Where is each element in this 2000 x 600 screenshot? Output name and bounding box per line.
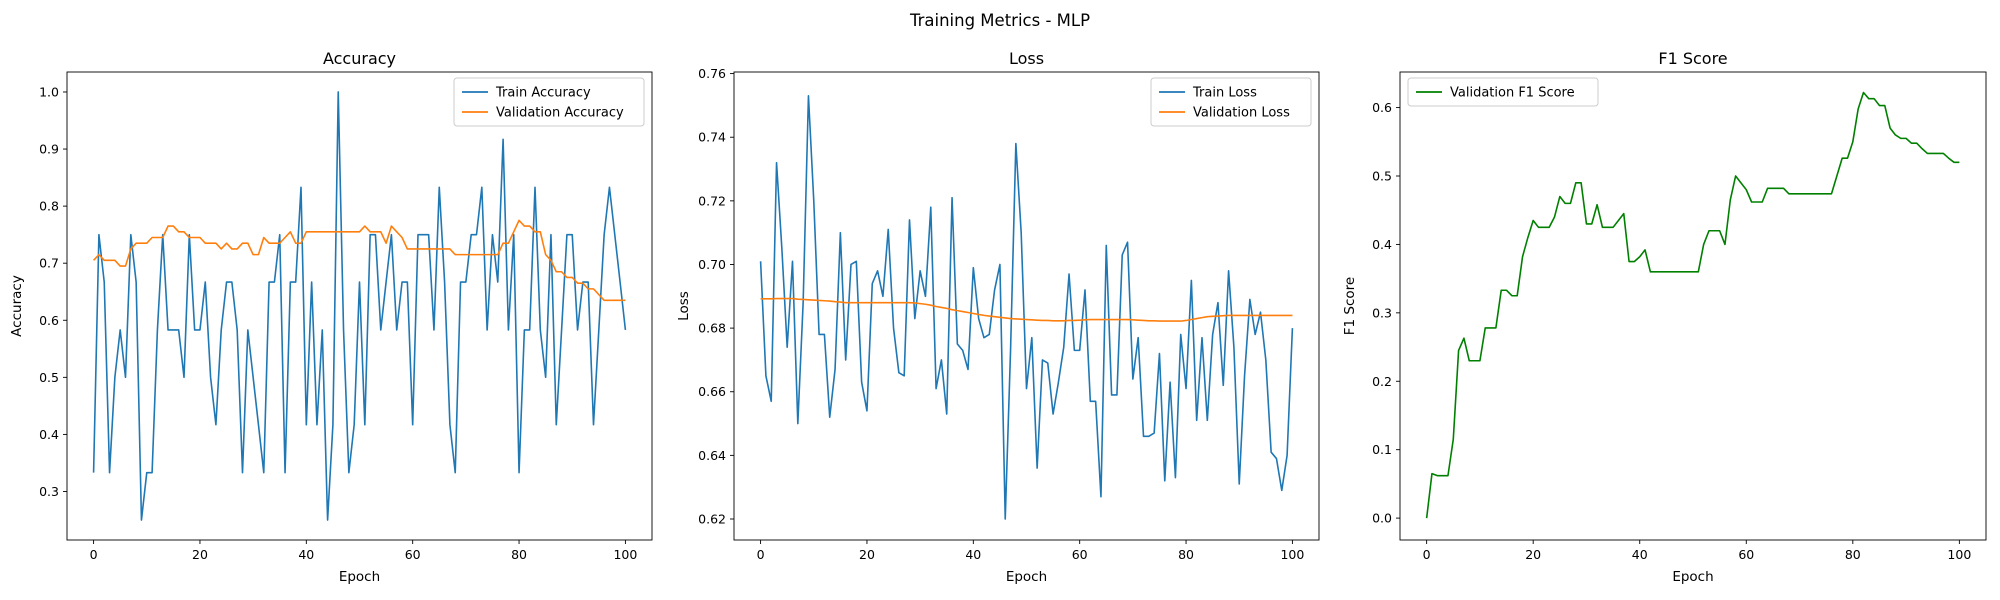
x-tick-label: 0 xyxy=(90,547,98,562)
plot-frame xyxy=(1399,71,1987,541)
legend: Train Loss Validation Loss xyxy=(1150,77,1312,127)
x-tick-label: 60 xyxy=(1072,547,1088,562)
x-tick-label: 100 xyxy=(613,547,637,562)
x-tick-label: 80 xyxy=(1178,547,1194,562)
y-tick-label: 0.6 xyxy=(39,313,59,328)
panel-title: Loss xyxy=(1009,49,1044,68)
legend-label-train-accuracy: Train Accuracy xyxy=(495,86,591,101)
y-tick-label: 0.5 xyxy=(39,370,59,385)
x-tick-label: 100 xyxy=(1947,547,1971,562)
y-tick-label: 0.5 xyxy=(1372,169,1392,184)
x-tick-label: 20 xyxy=(1525,547,1541,562)
series-line-validation-f1-score xyxy=(1425,91,1960,519)
x-tick-label: 0 xyxy=(1423,547,1431,562)
x-tick-label: 0 xyxy=(757,547,765,562)
x-tick-label: 40 xyxy=(1632,547,1648,562)
legend-label-validation-loss: Validation Loss xyxy=(1193,106,1290,121)
y-tick-label: 0.68 xyxy=(698,321,726,336)
accuracy-panel: Accuracy 0 20 40 60 80 100 0.3 0.4 0.5 0.6 0.7 0.8 0.… xyxy=(9,49,653,585)
x-axis-label: Epoch xyxy=(1006,569,1047,585)
panel-title: F1 Score xyxy=(1658,49,1727,68)
y-tick-label: 0.4 xyxy=(39,427,59,442)
series-line-validation-accuracy xyxy=(93,219,626,302)
x-tick-label: 60 xyxy=(405,547,421,562)
series-line-train-loss xyxy=(759,95,1294,520)
y-tick-label: 1.0 xyxy=(39,84,59,99)
plot-frame xyxy=(733,71,1320,541)
y-tick-label: 0.4 xyxy=(1372,237,1392,252)
x-tick-label: 40 xyxy=(298,547,314,562)
x-tick-label: 60 xyxy=(1738,547,1754,562)
y-tick-label: 0.3 xyxy=(1372,305,1392,320)
y-tick-label: 0.2 xyxy=(1372,374,1392,389)
y-tick-label: 0.0 xyxy=(1372,511,1392,526)
y-axis-label: Loss xyxy=(676,291,692,321)
legend-label-train-loss: Train Loss xyxy=(1192,86,1257,101)
x-tick-label: 20 xyxy=(192,547,208,562)
y-tick-label: 0.6 xyxy=(1372,100,1392,115)
y-axis-label: Accuracy xyxy=(9,275,25,337)
x-tick-label: 80 xyxy=(511,547,527,562)
y-tick-label: 0.76 xyxy=(698,66,726,81)
y-tick-label: 0.8 xyxy=(39,199,59,214)
y-tick-label: 0.64 xyxy=(698,448,726,463)
x-tick-label: 100 xyxy=(1280,547,1304,562)
x-axis-label: Epoch xyxy=(339,569,380,585)
y-axis-label: F1 Score xyxy=(1342,277,1358,335)
y-tick-label: 0.70 xyxy=(698,257,726,272)
legend-label-validation-f1-score: Validation F1 Score xyxy=(1450,86,1575,101)
x-tick-label: 80 xyxy=(1845,547,1861,562)
legend-box xyxy=(1407,77,1599,107)
panel-title: Accuracy xyxy=(323,49,396,68)
x-tick-label: 20 xyxy=(859,547,875,562)
y-tick-label: 0.66 xyxy=(698,384,726,399)
x-axis-label: Epoch xyxy=(1672,569,1713,585)
legend: Train Accuracy Validation Accuracy xyxy=(453,77,645,127)
y-tick-label: 0.74 xyxy=(698,130,726,145)
legend: Validation F1 Score xyxy=(1407,77,1599,107)
series-line-validation-loss xyxy=(760,297,1293,322)
legend-box xyxy=(453,77,645,127)
loss-panel: Loss 0 20 40 60 80 100 0.62 0.64 0.66 0.68 0.70 0.72… xyxy=(676,49,1320,585)
legend-label-validation-accuracy: Validation Accuracy xyxy=(496,106,624,121)
series-line-train-accuracy xyxy=(92,91,627,521)
y-tick-label: 0.3 xyxy=(39,484,59,499)
figure-title: Training Metrics - MLP xyxy=(909,11,1090,30)
f1-score-panel: F1 Score 0 20 40 60 80 100 0.0 0.1 0.2 0.3 0.4 0.5 0.… xyxy=(1342,49,1987,585)
x-tick-label: 40 xyxy=(965,547,981,562)
plot-frame xyxy=(66,71,653,541)
y-tick-label: 0.1 xyxy=(1372,442,1392,457)
y-tick-label: 0.9 xyxy=(39,142,59,157)
y-tick-label: 0.62 xyxy=(698,512,726,527)
y-tick-label: 0.72 xyxy=(698,193,726,208)
legend-box xyxy=(1150,77,1312,127)
y-tick-label: 0.7 xyxy=(39,256,59,271)
